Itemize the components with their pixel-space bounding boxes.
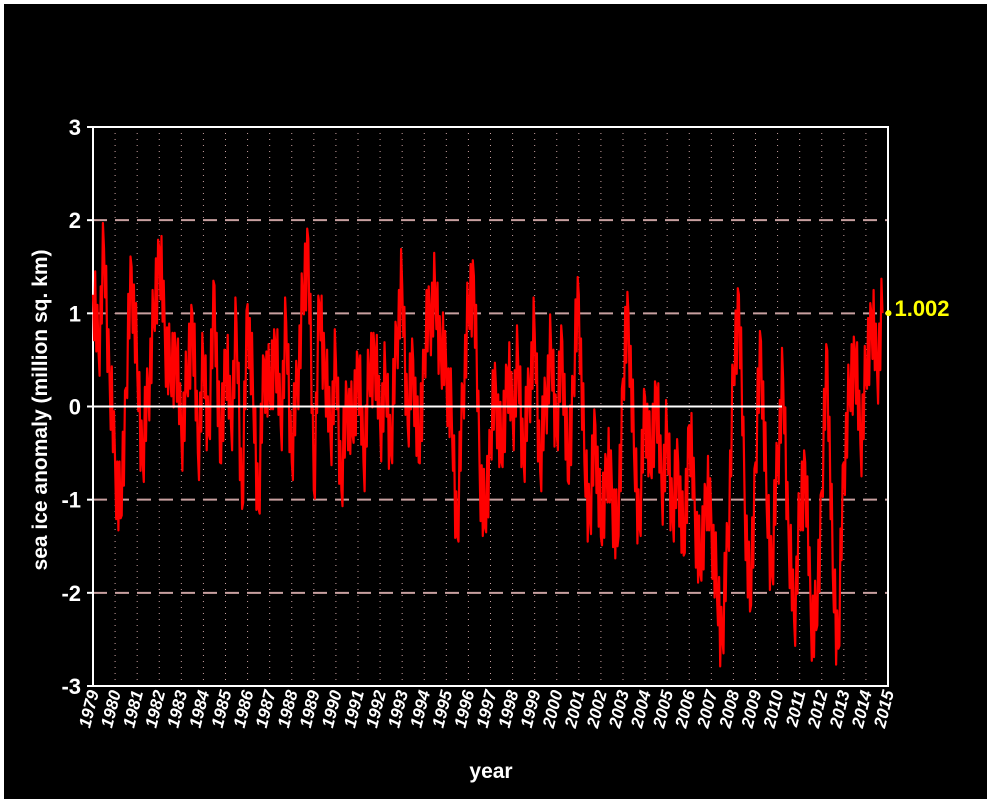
y-tick-label: 2 bbox=[69, 208, 81, 233]
x-axis-label: year bbox=[469, 760, 512, 783]
y-axis-label: sea ice anomaly (million sq. km) bbox=[29, 250, 52, 571]
end-value-label: 1.002 bbox=[894, 296, 949, 321]
y-tick-label: -3 bbox=[61, 674, 81, 699]
series-group bbox=[91, 221, 884, 668]
y-tick-label: 0 bbox=[69, 395, 81, 420]
y-tick-label: -1 bbox=[61, 488, 81, 513]
y-tick-label: 1 bbox=[69, 301, 81, 326]
y-tick-labels: 3 2 1 0 -1 -2 -3 bbox=[61, 115, 93, 699]
end-value-marker bbox=[885, 310, 892, 317]
horizontal-gridlines bbox=[93, 219, 888, 594]
y-tick-label: -2 bbox=[61, 581, 81, 606]
x-tick-labels: 1979198019811982198319841985198619871988… bbox=[75, 687, 898, 731]
series-line-0 bbox=[91, 221, 884, 668]
y-tick-label: 3 bbox=[69, 115, 81, 140]
